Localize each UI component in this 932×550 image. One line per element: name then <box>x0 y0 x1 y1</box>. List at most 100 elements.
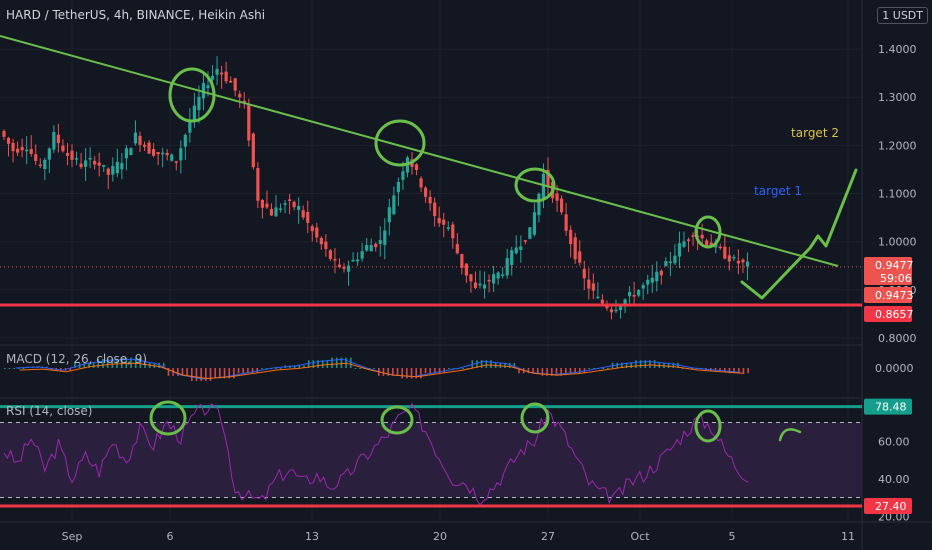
macd-histogram-bar <box>139 357 142 368</box>
macd-histogram-bar <box>490 360 492 368</box>
macd-histogram-bar <box>639 360 642 368</box>
candle-body <box>646 279 650 285</box>
macd-histogram-bar <box>602 368 604 369</box>
macd-histogram-bar <box>228 368 230 379</box>
macd-histogram-bar <box>401 368 403 379</box>
macd-histogram-bar <box>307 360 310 368</box>
candle-body <box>482 284 487 289</box>
macd-histogram-bar <box>681 368 684 369</box>
candle-body <box>20 146 24 151</box>
candle-body <box>460 253 464 268</box>
candle-body <box>197 96 201 111</box>
candle-body <box>378 240 382 244</box>
candle-body <box>124 148 128 159</box>
candle-body <box>356 259 360 262</box>
candle-body <box>301 210 305 218</box>
candle-body <box>260 199 264 208</box>
candle-body <box>596 296 600 299</box>
macd-histogram-bar <box>555 368 558 376</box>
candle-body <box>705 240 709 246</box>
macd-histogram-bar <box>621 362 623 368</box>
macd-label[interactable]: MACD (12, 26, close, 9) <box>6 352 148 366</box>
macd-histogram-bar <box>22 368 25 369</box>
macd-histogram-bar <box>644 360 647 368</box>
candle-body <box>691 235 695 237</box>
candle-body <box>34 154 38 161</box>
macd-histogram-bar <box>102 358 104 368</box>
rsi-annotation-circle <box>694 409 722 443</box>
candle-body <box>25 149 29 152</box>
candle-body <box>523 240 527 242</box>
candle-body <box>578 251 582 263</box>
macd-histogram-bar <box>251 368 254 374</box>
candle-body <box>473 282 478 288</box>
candle-body <box>745 261 750 267</box>
candle-body <box>242 100 246 103</box>
macd-histogram-bar <box>219 368 221 379</box>
macd-histogram-bar <box>518 368 520 374</box>
candle-body <box>510 250 514 266</box>
macd-histogram-bar <box>452 368 455 369</box>
target-2-label: target 2 <box>791 126 839 140</box>
macd-histogram-bar <box>723 368 726 371</box>
macd-histogram-bar <box>574 368 576 374</box>
currency-badge[interactable]: 1 USDT <box>877 7 928 24</box>
candle-body <box>201 82 206 99</box>
x-tick-label: 13 <box>305 530 319 543</box>
candle-body <box>387 207 391 223</box>
price-label-value: 0.8657 <box>875 308 914 321</box>
candle-body <box>106 168 110 175</box>
macd-histogram-bar <box>387 368 389 376</box>
rsi-level-label: 78.48 <box>875 401 907 414</box>
y-tick-label: 1.0000 <box>878 236 917 249</box>
candle-body <box>528 227 532 239</box>
macd-histogram-bar <box>88 362 90 368</box>
candle-body <box>47 148 51 160</box>
candle-body <box>433 202 437 216</box>
rsi-level-badge <box>864 497 912 514</box>
macd-histogram-bar <box>247 368 249 374</box>
macd-histogram-bar <box>242 368 245 374</box>
macd-histogram-bar <box>653 360 656 368</box>
macd-histogram-bar <box>462 368 464 369</box>
candle-body <box>560 198 564 213</box>
rsi-annotation-circle <box>520 402 550 434</box>
macd-histogram-bar <box>18 368 20 369</box>
macd-histogram-bar <box>747 368 749 374</box>
candle-body <box>251 133 255 168</box>
macd-histogram-bar <box>83 362 86 368</box>
price-label-badge <box>864 306 912 322</box>
candle-body <box>519 246 523 251</box>
candle-body <box>346 265 351 272</box>
rsi-level-label: 27.40 <box>875 500 907 513</box>
candle-body <box>16 148 20 153</box>
macd-histogram-bar <box>106 358 109 368</box>
rsi-annotation-circle <box>380 405 414 435</box>
candle-body <box>88 157 92 160</box>
candle-body <box>546 169 550 186</box>
macd-panel <box>4 357 749 381</box>
y-tick-label: 0.8000 <box>878 332 917 345</box>
candle-body <box>401 171 405 180</box>
candle-body <box>428 196 432 204</box>
candle-body <box>374 243 378 248</box>
candle-body <box>29 149 33 154</box>
candle-body <box>464 263 468 276</box>
candle-body <box>111 165 115 175</box>
candle-body <box>238 93 242 98</box>
macd-histogram-bar <box>191 368 193 381</box>
y-tick-label: 1.4000 <box>878 43 917 56</box>
candle-body <box>424 187 428 197</box>
candle-body <box>419 178 423 188</box>
symbol-title[interactable]: HARD / TetherUS, 4h, BINANCE, Heikin Ash… <box>6 8 266 22</box>
rsi-arrow <box>778 428 802 442</box>
macd-histogram-bar <box>733 368 735 374</box>
candle-body <box>256 168 260 201</box>
candle-body <box>152 149 156 156</box>
rsi-label[interactable]: RSI (14, close) <box>6 404 93 418</box>
macd-histogram-bar <box>223 368 226 379</box>
rsi-panel <box>0 402 862 508</box>
macd-histogram-bar <box>691 368 693 369</box>
candle-body <box>469 274 473 282</box>
